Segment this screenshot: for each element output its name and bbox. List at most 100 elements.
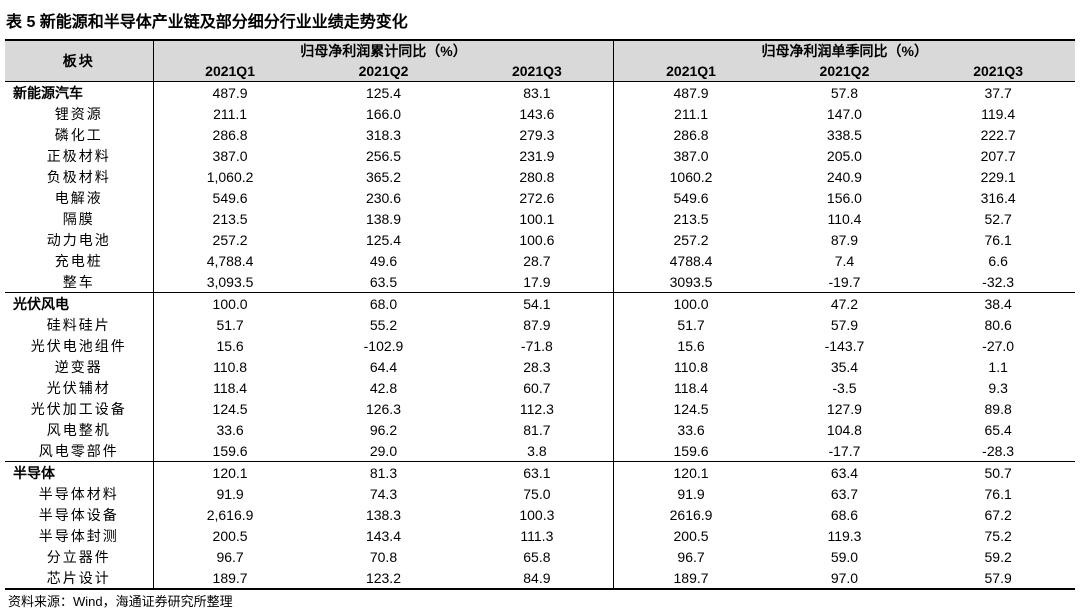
cell: 半导体材料 bbox=[5, 483, 154, 504]
cell: 230.6 bbox=[365, 189, 401, 206]
cell: 119.4 bbox=[981, 105, 1016, 122]
cell: 207.7 bbox=[980, 147, 1016, 164]
header-row: 2021Q1 2021Q2 2021Q3 2021Q1 2021Q2 2021Q3 bbox=[5, 61, 1075, 82]
cell: 59.0 bbox=[830, 548, 859, 565]
cell: 隔膜 bbox=[5, 208, 154, 229]
cell: 120.1 bbox=[613, 461, 768, 483]
cell: 125.4 bbox=[306, 81, 461, 103]
cell: 120.1 bbox=[153, 461, 307, 483]
header-row: 板块 归母净利润累计同比（%） 归母净利润单季同比（%） bbox=[5, 39, 1075, 82]
cell: 33.6 bbox=[613, 419, 768, 440]
cell: 200.5 bbox=[212, 527, 248, 544]
cell: 2021Q1 bbox=[613, 61, 768, 82]
cell: 80.6 bbox=[984, 316, 1012, 333]
data-row: 硅料硅片 51.7 55.2 87.9 51.7 57.9 80.6 bbox=[5, 314, 1075, 335]
cell: 159.6 bbox=[212, 442, 248, 459]
cell: 板块 bbox=[5, 39, 154, 82]
data-row: 芯片设计 189.7 123.2 84.9 189.7 97.0 57.9 bbox=[5, 567, 1075, 590]
cell: 549.6 bbox=[613, 187, 768, 208]
cell: 29.0 bbox=[369, 442, 398, 459]
data-row: 磷化工 286.8 318.3 279.3 286.8 338.5 222.7 bbox=[5, 124, 1075, 145]
cell: 127.9 bbox=[826, 400, 862, 417]
cell: 143.6 bbox=[519, 105, 555, 122]
cell: 231.9 bbox=[519, 147, 555, 164]
cell: 7.4 bbox=[834, 252, 855, 269]
cell: -19.7 bbox=[828, 273, 861, 290]
cell: 65.8 bbox=[523, 548, 551, 565]
cell: 100.3 bbox=[519, 506, 555, 523]
cell: 205.0 bbox=[826, 147, 862, 164]
cell: -143.7 bbox=[824, 337, 865, 354]
cell: 487.9 bbox=[153, 81, 307, 103]
cell: 64.4 bbox=[369, 358, 398, 375]
cell: 100.0 bbox=[153, 292, 307, 314]
cell: 57.9 bbox=[921, 567, 1075, 590]
cell: 光伏电池组件 bbox=[5, 335, 154, 356]
cell: 65.4 bbox=[984, 421, 1012, 438]
cell: 60.7 bbox=[523, 379, 551, 396]
cell: 28.3 bbox=[523, 358, 551, 375]
cell: 257.2 bbox=[212, 231, 248, 248]
cell: 75.0 bbox=[523, 485, 551, 502]
cell: 110.8 bbox=[613, 356, 768, 377]
cell: 280.8 bbox=[519, 168, 555, 185]
data-row: 半导体封测 200.5 143.4 111.3 200.5 119.3 75.2 bbox=[5, 525, 1075, 546]
cell: 47.2 bbox=[767, 292, 922, 314]
cell: 磷化工 bbox=[5, 124, 154, 145]
data-row: 半导体设备 2,616.9 138.3 100.3 2616.9 68.6 67.2 bbox=[5, 504, 1075, 525]
cell: 67.2 bbox=[984, 506, 1012, 523]
section-row: 半导体 120.1 81.3 63.1 120.1 63.4 50.7 bbox=[5, 461, 1075, 483]
cell: 75.2 bbox=[984, 527, 1012, 544]
cell: 2,616.9 bbox=[206, 506, 254, 523]
cell: 15.6 bbox=[613, 335, 768, 356]
cell: -17.7 bbox=[828, 442, 861, 459]
cell: 38.4 bbox=[921, 292, 1075, 314]
section-row: 新能源汽车 487.9 125.4 83.1 487.9 57.8 37.7 bbox=[5, 81, 1075, 103]
cell: 70.8 bbox=[369, 548, 398, 565]
data-row: 逆变器 110.8 64.4 28.3 110.8 35.4 1.1 bbox=[5, 356, 1075, 377]
cell: 新能源汽车 bbox=[5, 81, 154, 103]
cell: 63.7 bbox=[830, 485, 859, 502]
cell: 归母净利润单季同比（%） bbox=[613, 39, 1075, 61]
cell: 风电整机 bbox=[5, 419, 154, 440]
cell: 负极材料 bbox=[5, 166, 154, 187]
cell: 124.5 bbox=[613, 398, 768, 419]
cell: 硅料硅片 bbox=[5, 314, 154, 335]
cell: 110.4 bbox=[827, 210, 862, 227]
cell: -71.8 bbox=[520, 337, 553, 354]
cell: 159.6 bbox=[613, 440, 768, 462]
cell: 279.3 bbox=[519, 126, 555, 143]
cell: 256.5 bbox=[365, 147, 401, 164]
data-row: 电解液 549.6 230.6 272.6 549.6 156.0 316.4 bbox=[5, 187, 1075, 208]
cell: 锂资源 bbox=[5, 103, 154, 124]
cell: 9.3 bbox=[988, 379, 1008, 396]
cell: 387.0 bbox=[613, 145, 768, 166]
cell: 35.4 bbox=[830, 358, 859, 375]
cell: 2616.9 bbox=[613, 504, 768, 525]
table-title: 表 5 新能源和半导体产业链及部分细分行业业绩走势变化 bbox=[6, 14, 408, 31]
cell: 3,093.5 bbox=[206, 273, 254, 290]
cell: 光伏辅材 bbox=[5, 377, 154, 398]
cell: 87.9 bbox=[830, 231, 859, 248]
cell: 63.1 bbox=[460, 461, 614, 483]
cell: 222.7 bbox=[980, 126, 1016, 143]
data-row: 半导体材料 91.9 74.3 75.0 91.9 63.7 76.1 bbox=[5, 483, 1075, 504]
cell: 归母净利润累计同比（%） bbox=[153, 39, 614, 61]
cell: 1.1 bbox=[988, 358, 1008, 375]
cell: 59.2 bbox=[984, 548, 1012, 565]
cell: 112.3 bbox=[519, 400, 554, 417]
cell: 52.7 bbox=[984, 210, 1012, 227]
cell: 118.4 bbox=[613, 377, 768, 398]
cell: 37.7 bbox=[921, 81, 1075, 103]
cell: 83.1 bbox=[460, 81, 614, 103]
cell: 126.3 bbox=[365, 400, 401, 417]
cell: 316.4 bbox=[980, 189, 1016, 206]
cell: 50.7 bbox=[921, 461, 1075, 483]
cell: 光伏加工设备 bbox=[5, 398, 154, 419]
cell: 1060.2 bbox=[613, 166, 768, 187]
cell: 1,060.2 bbox=[206, 168, 254, 185]
cell: 51.7 bbox=[613, 314, 768, 335]
cell: 125.4 bbox=[365, 231, 401, 248]
cell: 96.7 bbox=[216, 548, 244, 565]
